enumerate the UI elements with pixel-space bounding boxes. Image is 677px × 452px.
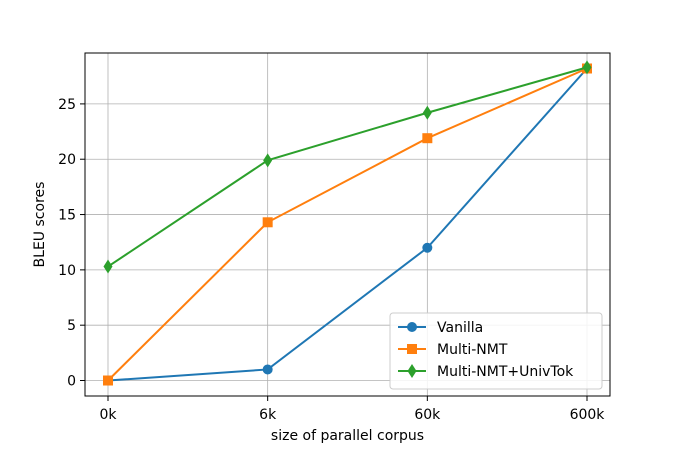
legend-entry: Vanilla	[398, 320, 483, 336]
data-point	[262, 364, 273, 375]
x-axis-label: size of parallel corpus	[271, 428, 424, 444]
legend-box	[389, 312, 603, 390]
series-multi-nmt-univtok	[103, 60, 592, 274]
x-tick-label: 60k	[414, 407, 441, 423]
y-tick-label: 15	[58, 208, 76, 224]
legend-marker	[407, 322, 417, 332]
y-tick-label: 20	[58, 152, 76, 168]
y-tick-label: 25	[58, 97, 76, 113]
legend-marker	[407, 344, 417, 354]
y-tick-label: 0	[67, 374, 76, 390]
data-point	[582, 60, 592, 75]
series-layer	[103, 60, 592, 386]
x-tick-label: 0k	[99, 407, 117, 423]
legend-entry: Multi-NMT+UnivTok	[398, 364, 574, 380]
data-point	[262, 217, 273, 228]
legend-label: Multi-NMT	[437, 342, 508, 358]
series-line	[107, 67, 588, 382]
axis-ticks: 0k 6k 60k 600k 0 5 10 15 20 25	[58, 97, 605, 423]
y-tick-label: 10	[58, 263, 76, 279]
x-tick-label: 600k	[570, 407, 606, 423]
plot-frame	[84, 52, 611, 397]
legend-marker	[407, 364, 417, 378]
data-point	[103, 375, 113, 386]
series-line	[107, 67, 588, 382]
legend: Vanilla Multi-NMT Multi-NMT+UnivTok	[389, 312, 603, 390]
data-point	[422, 105, 432, 120]
data-point	[422, 242, 433, 253]
series-line	[107, 66, 588, 268]
data-point	[103, 259, 113, 274]
legend-entry: Multi-NMT	[398, 342, 508, 358]
y-tick-label: 5	[67, 318, 76, 334]
x-tick-label: 6k	[259, 407, 277, 423]
data-point	[263, 153, 273, 168]
y-axis-label: BLEU scores	[32, 182, 48, 268]
legend-label: Multi-NMT+UnivTok	[437, 364, 574, 380]
data-point	[422, 133, 433, 144]
legend-label: Vanilla	[437, 320, 483, 336]
